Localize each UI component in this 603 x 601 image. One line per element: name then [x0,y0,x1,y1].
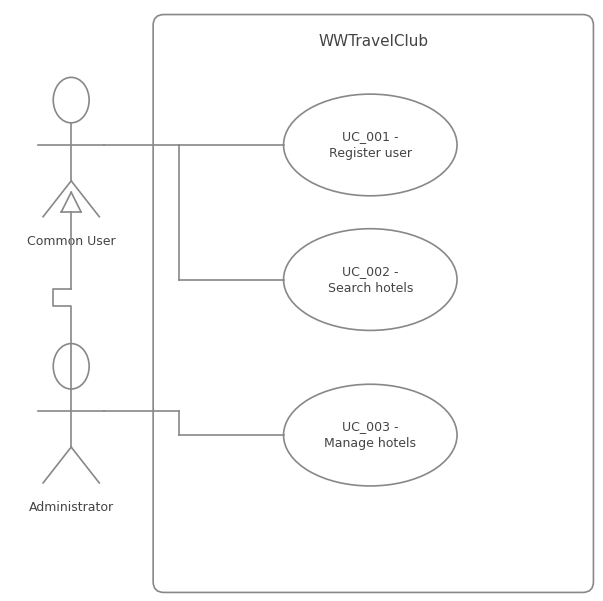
Text: UC_001 -
Register user: UC_001 - Register user [329,130,412,160]
Ellipse shape [283,384,457,486]
Text: UC_003 -
Manage hotels: UC_003 - Manage hotels [324,420,416,450]
Text: UC_002 -
Search hotels: UC_002 - Search hotels [327,264,413,294]
Text: Common User: Common User [27,235,116,248]
Ellipse shape [53,78,89,123]
Text: WWTravelClub: WWTravelClub [318,34,428,49]
Ellipse shape [283,94,457,196]
Ellipse shape [283,229,457,331]
Ellipse shape [53,344,89,389]
Text: Administrator: Administrator [28,501,114,514]
FancyBboxPatch shape [153,14,593,593]
